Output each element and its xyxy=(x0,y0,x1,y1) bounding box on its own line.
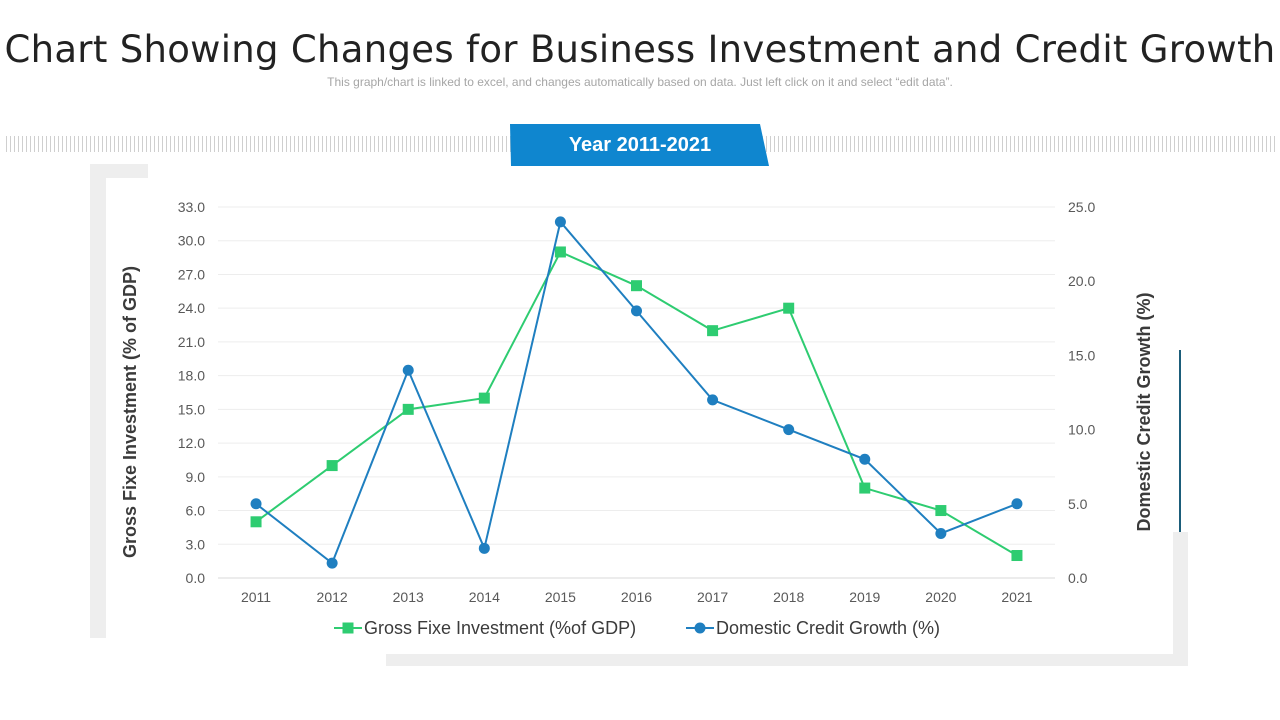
left-tick-label: 6.0 xyxy=(186,503,206,519)
x-tick-label: 2012 xyxy=(317,589,348,605)
series-layer xyxy=(250,216,1023,569)
left-tick-label: 15.0 xyxy=(178,401,205,417)
right-tick-label: 5.0 xyxy=(1068,496,1088,512)
right-tick-label: 0.0 xyxy=(1068,570,1088,586)
legend-marker-2 xyxy=(694,622,706,634)
series-2-point xyxy=(935,527,947,539)
series-1-point xyxy=(859,482,871,494)
left-tick-label: 9.0 xyxy=(186,469,206,485)
series-2-point xyxy=(250,498,262,510)
series-1-point xyxy=(554,246,566,258)
legend-label-2: Domestic Credit Growth (%) xyxy=(716,618,940,638)
x-tick-label: 2015 xyxy=(545,589,576,605)
legend-marker-1 xyxy=(342,622,354,634)
left-tick-label: 3.0 xyxy=(186,536,206,552)
series-1-point xyxy=(478,392,490,404)
left-tick-label: 27.0 xyxy=(178,266,205,282)
legend-label-1: Gross Fixe Investment (%of GDP) xyxy=(364,618,636,638)
series-2-point xyxy=(402,364,414,376)
series-line-2 xyxy=(255,219,1018,565)
x-axis-ticks: 2011 2012 2013 2014 2015 2016 2017 2018 2019 2020… xyxy=(241,589,1033,605)
x-tick-label: 2017 xyxy=(697,589,728,605)
left-tick-label: 30.0 xyxy=(178,233,205,249)
right-axis-ticks: 0.0 5.0 10.0 15.0 20.0 25.0 xyxy=(1068,199,1095,586)
left-tick-label: 24.0 xyxy=(178,300,205,316)
series-1-point xyxy=(935,505,947,517)
series-2-point xyxy=(554,216,566,228)
left-tick-label: 33.0 xyxy=(178,199,205,215)
series-1-point xyxy=(631,280,642,292)
x-tick-label: 2021 xyxy=(1001,589,1032,605)
series-2-point xyxy=(631,305,642,317)
right-tick-label: 25.0 xyxy=(1068,199,1095,215)
frame-bottom-bar xyxy=(386,654,1188,666)
x-tick-label: 2013 xyxy=(393,589,424,605)
x-tick-label: 2014 xyxy=(469,589,500,605)
x-tick-label: 2016 xyxy=(621,589,652,605)
frame-top-stub xyxy=(90,164,148,178)
left-tick-label: 12.0 xyxy=(178,435,205,451)
right-tick-label: 15.0 xyxy=(1068,347,1095,363)
year-banner xyxy=(510,124,769,166)
series-2-point xyxy=(478,542,490,554)
x-tick-label: 2020 xyxy=(925,589,956,605)
series-1-point xyxy=(1011,550,1023,562)
gridlines xyxy=(218,206,1055,579)
series-line-1 xyxy=(255,250,1018,557)
left-tick-label: 21.0 xyxy=(178,334,205,350)
x-tick-label: 2018 xyxy=(773,589,804,605)
series-2-point xyxy=(326,557,338,569)
left-tick-label: 0.0 xyxy=(186,570,206,586)
series-2-point xyxy=(783,424,795,436)
series-1-point xyxy=(707,325,719,337)
year-banner-shape xyxy=(510,124,769,166)
x-tick-label: 2019 xyxy=(849,589,880,605)
frame-right-bar xyxy=(1173,532,1188,666)
accent-line xyxy=(1179,350,1181,532)
frame-left-bar xyxy=(90,164,106,638)
right-axis-title: Domestic Credit Growth (%) xyxy=(1134,292,1154,531)
series-2-point xyxy=(1011,498,1023,510)
x-tick-label: 2011 xyxy=(241,589,271,605)
legend: Gross Fixe Investment (%of GDP) Domestic … xyxy=(334,618,940,638)
page-title: Chart Showing Changes for Business Inves… xyxy=(4,28,1276,71)
left-tick-label: 18.0 xyxy=(178,368,205,384)
series-1-point xyxy=(250,516,262,528)
series-2-point xyxy=(707,394,719,406)
right-tick-label: 10.0 xyxy=(1068,422,1095,438)
left-axis-title: Gross Fixe Investment (% of GDP) xyxy=(120,266,140,558)
series-2-point xyxy=(859,453,871,465)
page-subtitle: This graph/chart is linked to excel, and… xyxy=(327,75,953,89)
right-tick-label: 20.0 xyxy=(1068,273,1095,289)
left-axis-ticks: 0.0 3.0 6.0 9.0 12.0 15.0 18.0 21.0 24.0 27.0 30.0… xyxy=(178,199,205,586)
series-1-point xyxy=(402,403,414,415)
year-banner-label: Year 2011-2021 xyxy=(568,134,712,156)
series-1-point xyxy=(326,460,338,472)
series-1-point xyxy=(783,302,795,314)
